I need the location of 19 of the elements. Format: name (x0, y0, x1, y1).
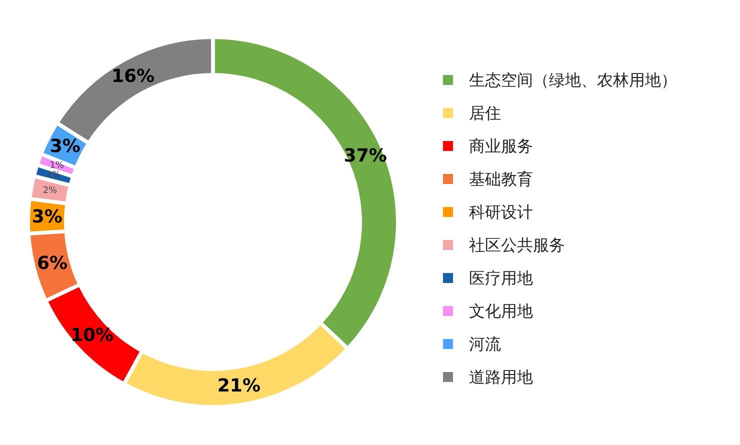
legend-label: 医疗用地 (469, 268, 533, 288)
data-label: 1% (50, 160, 64, 171)
data-label: 6% (36, 252, 68, 274)
legend-label: 居住 (469, 104, 501, 122)
legend-label: 科研设计 (469, 202, 533, 222)
data-label: 3% (32, 206, 62, 228)
data-label: 2% (42, 186, 58, 196)
data-label: 16% (111, 66, 155, 88)
legend-label: 河流 (469, 334, 501, 354)
data-label: 3% (50, 136, 80, 158)
legend-label: 商业服务 (469, 136, 533, 156)
legend-label: 文化用地 (469, 302, 533, 320)
legend-label: 道路用地 (469, 368, 533, 386)
data-label: 10% (70, 325, 114, 346)
legend-label: 基础教育 (469, 170, 533, 188)
legend-label: 生态空间（绿地、农林用地） (469, 70, 677, 90)
data-label: 21% (217, 375, 261, 396)
legend-label: 社区公共服务 (469, 236, 565, 254)
data-label: 1% (46, 170, 62, 181)
